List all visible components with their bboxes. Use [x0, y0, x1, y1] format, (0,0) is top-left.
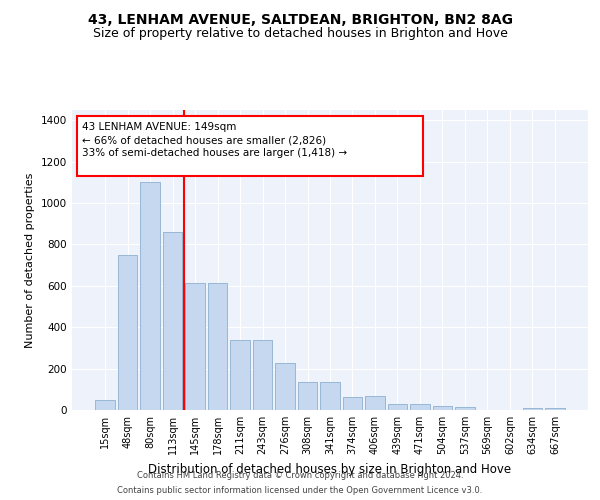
Bar — [320, 382, 340, 410]
Bar — [118, 255, 137, 410]
X-axis label: Distribution of detached houses by size in Brighton and Hove: Distribution of detached houses by size … — [148, 462, 512, 475]
Bar — [140, 182, 160, 410]
Bar — [455, 408, 475, 410]
Bar — [343, 396, 362, 410]
Bar — [208, 283, 227, 410]
FancyBboxPatch shape — [77, 116, 423, 176]
Y-axis label: Number of detached properties: Number of detached properties — [25, 172, 35, 348]
Text: Contains public sector information licensed under the Open Government Licence v3: Contains public sector information licen… — [118, 486, 482, 495]
Bar — [230, 340, 250, 410]
Bar — [433, 406, 452, 410]
Bar — [410, 404, 430, 410]
Bar — [523, 408, 542, 410]
Text: 43, LENHAM AVENUE, SALTDEAN, BRIGHTON, BN2 8AG: 43, LENHAM AVENUE, SALTDEAN, BRIGHTON, B… — [88, 12, 512, 26]
Bar — [95, 400, 115, 410]
Bar — [163, 232, 182, 410]
Bar — [388, 404, 407, 410]
Bar — [253, 340, 272, 410]
Bar — [365, 396, 385, 410]
Text: Size of property relative to detached houses in Brighton and Hove: Size of property relative to detached ho… — [92, 28, 508, 40]
Text: 43 LENHAM AVENUE: 149sqm
← 66% of detached houses are smaller (2,826)
33% of sem: 43 LENHAM AVENUE: 149sqm ← 66% of detach… — [82, 122, 347, 158]
Bar — [185, 283, 205, 410]
Bar — [275, 364, 295, 410]
Text: Contains HM Land Registry data © Crown copyright and database right 2024.: Contains HM Land Registry data © Crown c… — [137, 471, 463, 480]
Bar — [298, 382, 317, 410]
Bar — [545, 408, 565, 410]
